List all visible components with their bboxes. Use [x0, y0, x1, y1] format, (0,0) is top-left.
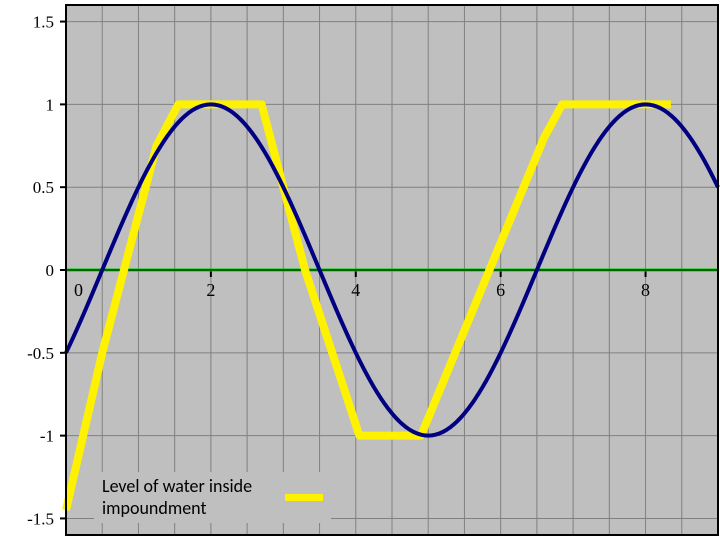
legend-box: Level of water insideimpoundment: [94, 472, 331, 523]
legend-label: Level of water insideimpoundment: [102, 476, 277, 519]
svg-text:-1: -1: [40, 427, 54, 446]
svg-text:8: 8: [641, 280, 650, 300]
svg-text:4: 4: [351, 280, 360, 300]
chart-container: -1.5 -1 -0.5 0 0.5 1 1.5 0 2 4 6 8 Level of water i…: [0, 0, 720, 540]
svg-text:1.5: 1.5: [33, 13, 54, 32]
svg-text:-1.5: -1.5: [27, 509, 54, 528]
svg-text:2: 2: [206, 280, 215, 300]
svg-text:0: 0: [46, 261, 55, 280]
svg-text:0: 0: [74, 280, 83, 300]
svg-text:0.5: 0.5: [33, 178, 54, 197]
chart-svg: -1.5 -1 -0.5 0 0.5 1 1.5 0 2 4 6 8: [0, 0, 720, 540]
svg-text:1: 1: [46, 95, 55, 114]
svg-text:6: 6: [496, 280, 505, 300]
svg-text:-0.5: -0.5: [27, 344, 54, 363]
legend-swatch: [285, 494, 323, 501]
